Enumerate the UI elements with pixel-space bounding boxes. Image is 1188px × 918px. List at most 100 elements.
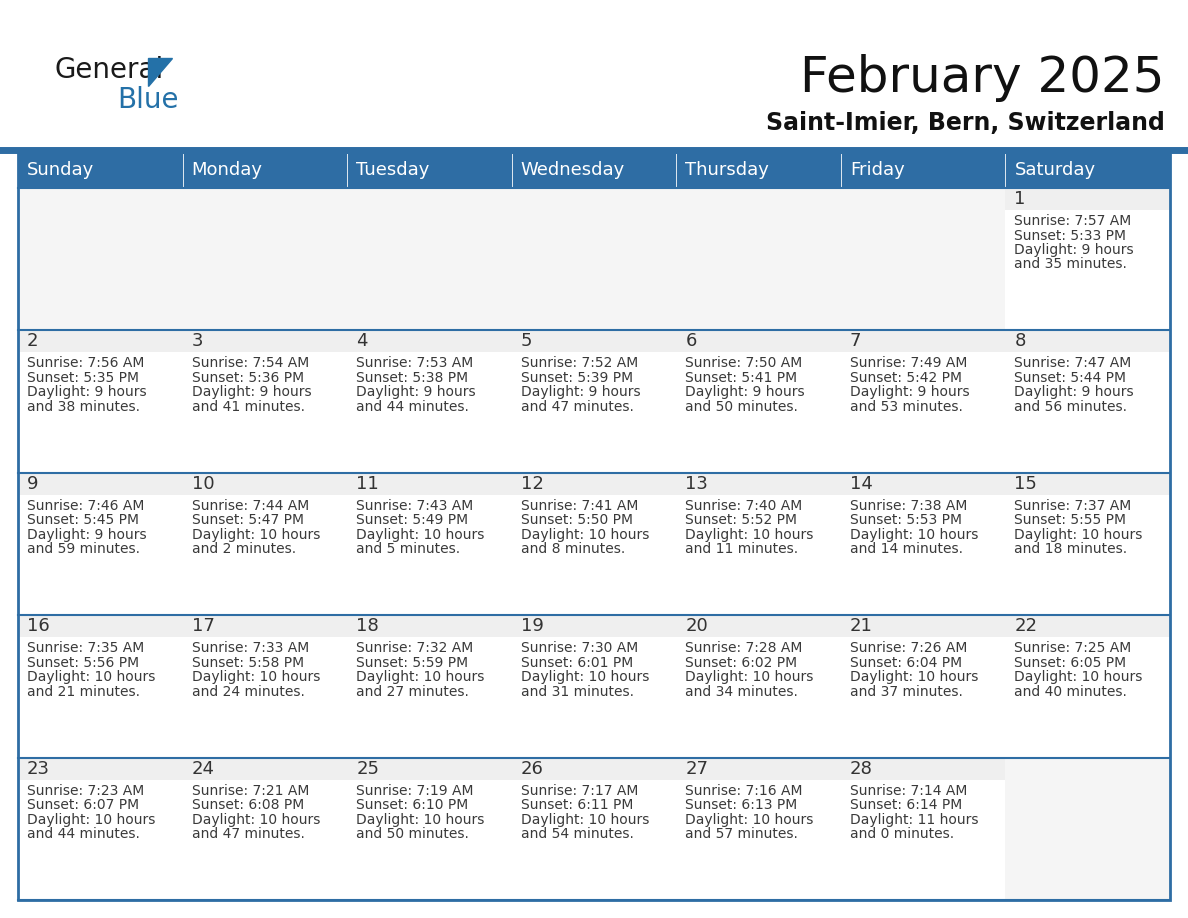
Text: 19: 19 xyxy=(520,617,544,635)
Text: Sunrise: 7:25 AM: Sunrise: 7:25 AM xyxy=(1015,641,1132,655)
Bar xyxy=(841,615,1005,637)
Text: Sunrise: 7:46 AM: Sunrise: 7:46 AM xyxy=(27,498,145,513)
Text: and 31 minutes.: and 31 minutes. xyxy=(520,685,633,699)
Bar xyxy=(183,473,347,495)
Text: Sunset: 5:33 PM: Sunset: 5:33 PM xyxy=(1015,229,1126,242)
Bar xyxy=(512,473,676,495)
Text: Daylight: 10 hours: Daylight: 10 hours xyxy=(1015,670,1143,684)
Bar xyxy=(841,757,1005,900)
Text: Sunset: 5:53 PM: Sunset: 5:53 PM xyxy=(849,513,962,527)
Bar xyxy=(347,330,512,473)
Text: and 41 minutes.: and 41 minutes. xyxy=(191,400,304,414)
Text: General: General xyxy=(55,56,164,84)
Bar xyxy=(841,188,1005,330)
Bar xyxy=(18,757,183,779)
Text: Daylight: 10 hours: Daylight: 10 hours xyxy=(849,528,978,542)
Text: 11: 11 xyxy=(356,475,379,493)
Bar xyxy=(841,473,1005,495)
Text: 12: 12 xyxy=(520,475,544,493)
Text: and 47 minutes.: and 47 minutes. xyxy=(191,827,304,841)
Bar xyxy=(1005,330,1170,353)
Bar xyxy=(676,188,841,330)
Text: Sunset: 5:44 PM: Sunset: 5:44 PM xyxy=(1015,371,1126,385)
Text: Sunrise: 7:49 AM: Sunrise: 7:49 AM xyxy=(849,356,967,370)
Bar xyxy=(1005,473,1170,495)
Text: and 35 minutes.: and 35 minutes. xyxy=(1015,258,1127,272)
Text: Sunset: 5:42 PM: Sunset: 5:42 PM xyxy=(849,371,962,385)
Text: Sunrise: 7:44 AM: Sunrise: 7:44 AM xyxy=(191,498,309,513)
Text: Sunrise: 7:38 AM: Sunrise: 7:38 AM xyxy=(849,498,967,513)
Bar xyxy=(676,330,841,473)
Text: Sunset: 5:41 PM: Sunset: 5:41 PM xyxy=(685,371,797,385)
Text: 1: 1 xyxy=(1015,190,1025,208)
Text: Blue: Blue xyxy=(116,86,178,114)
Bar xyxy=(183,615,347,757)
Text: 14: 14 xyxy=(849,475,873,493)
Text: Daylight: 9 hours: Daylight: 9 hours xyxy=(1015,243,1135,257)
Text: Sunrise: 7:47 AM: Sunrise: 7:47 AM xyxy=(1015,356,1132,370)
Text: Daylight: 10 hours: Daylight: 10 hours xyxy=(27,670,156,684)
Bar xyxy=(676,330,841,353)
Text: Sunrise: 7:41 AM: Sunrise: 7:41 AM xyxy=(520,498,638,513)
Text: Sunset: 6:14 PM: Sunset: 6:14 PM xyxy=(849,798,962,812)
Bar xyxy=(512,152,676,188)
Bar xyxy=(18,152,183,188)
Text: 15: 15 xyxy=(1015,475,1037,493)
Bar xyxy=(512,615,676,637)
Bar xyxy=(183,330,347,353)
Bar xyxy=(18,188,183,330)
Text: Sunrise: 7:30 AM: Sunrise: 7:30 AM xyxy=(520,641,638,655)
Text: and 44 minutes.: and 44 minutes. xyxy=(356,400,469,414)
Text: and 44 minutes.: and 44 minutes. xyxy=(27,827,140,841)
Text: 16: 16 xyxy=(27,617,50,635)
Bar xyxy=(841,615,1005,757)
Text: Daylight: 9 hours: Daylight: 9 hours xyxy=(27,386,146,399)
Text: Daylight: 9 hours: Daylight: 9 hours xyxy=(356,386,475,399)
Text: Daylight: 10 hours: Daylight: 10 hours xyxy=(849,670,978,684)
Bar xyxy=(676,757,841,900)
Text: Sunset: 5:38 PM: Sunset: 5:38 PM xyxy=(356,371,468,385)
Bar xyxy=(841,757,1005,779)
Bar xyxy=(512,188,676,330)
Text: Daylight: 9 hours: Daylight: 9 hours xyxy=(520,386,640,399)
Text: Sunset: 6:01 PM: Sunset: 6:01 PM xyxy=(520,655,633,670)
Text: Sunrise: 7:50 AM: Sunrise: 7:50 AM xyxy=(685,356,803,370)
Bar xyxy=(841,330,1005,473)
Text: 3: 3 xyxy=(191,332,203,351)
Text: Daylight: 9 hours: Daylight: 9 hours xyxy=(849,386,969,399)
Text: Sunrise: 7:14 AM: Sunrise: 7:14 AM xyxy=(849,784,967,798)
Text: Daylight: 10 hours: Daylight: 10 hours xyxy=(191,670,320,684)
Text: Daylight: 10 hours: Daylight: 10 hours xyxy=(1015,528,1143,542)
Text: Sunset: 5:59 PM: Sunset: 5:59 PM xyxy=(356,655,468,670)
Text: Sunset: 6:04 PM: Sunset: 6:04 PM xyxy=(849,655,962,670)
Text: 26: 26 xyxy=(520,759,544,778)
Text: and 59 minutes.: and 59 minutes. xyxy=(27,543,140,556)
Bar xyxy=(676,757,841,779)
Bar xyxy=(676,615,841,757)
Text: Daylight: 11 hours: Daylight: 11 hours xyxy=(849,812,979,826)
Text: 17: 17 xyxy=(191,617,215,635)
Text: Daylight: 10 hours: Daylight: 10 hours xyxy=(191,812,320,826)
Bar xyxy=(1005,757,1170,900)
Text: Sunday: Sunday xyxy=(27,161,94,179)
Text: Daylight: 10 hours: Daylight: 10 hours xyxy=(685,528,814,542)
Text: 4: 4 xyxy=(356,332,367,351)
Text: Sunset: 5:49 PM: Sunset: 5:49 PM xyxy=(356,513,468,527)
Text: Sunrise: 7:33 AM: Sunrise: 7:33 AM xyxy=(191,641,309,655)
Text: and 57 minutes.: and 57 minutes. xyxy=(685,827,798,841)
Text: Saturday: Saturday xyxy=(1015,161,1095,179)
Bar xyxy=(1005,188,1170,210)
Bar xyxy=(676,188,841,330)
Bar xyxy=(18,473,183,615)
Text: Sunset: 6:05 PM: Sunset: 6:05 PM xyxy=(1015,655,1126,670)
Text: Daylight: 9 hours: Daylight: 9 hours xyxy=(1015,386,1135,399)
Text: and 5 minutes.: and 5 minutes. xyxy=(356,543,460,556)
Bar xyxy=(512,330,676,473)
Bar xyxy=(841,473,1005,615)
Text: 9: 9 xyxy=(27,475,38,493)
Bar xyxy=(183,757,347,900)
Text: Sunrise: 7:35 AM: Sunrise: 7:35 AM xyxy=(27,641,144,655)
Bar xyxy=(512,615,676,757)
Bar xyxy=(676,473,841,495)
Text: 23: 23 xyxy=(27,759,50,778)
